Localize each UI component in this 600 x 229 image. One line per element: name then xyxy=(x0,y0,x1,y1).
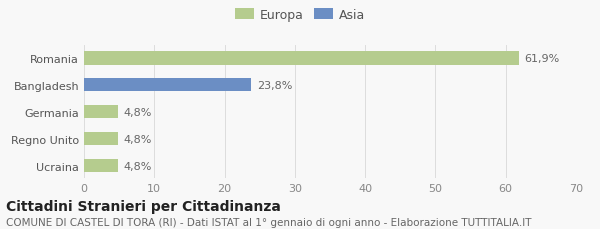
Bar xyxy=(84,132,118,146)
Bar xyxy=(84,79,251,92)
Bar xyxy=(84,159,118,173)
Text: COMUNE DI CASTEL DI TORA (RI) - Dati ISTAT al 1° gennaio di ogni anno - Elaboraz: COMUNE DI CASTEL DI TORA (RI) - Dati IST… xyxy=(6,217,532,227)
Text: 4,8%: 4,8% xyxy=(124,161,152,171)
Legend: Europa, Asia: Europa, Asia xyxy=(232,6,368,24)
Text: 61,9%: 61,9% xyxy=(524,54,560,63)
Bar xyxy=(84,52,519,65)
Bar xyxy=(84,106,118,119)
Text: 4,8%: 4,8% xyxy=(124,107,152,117)
Text: Cittadini Stranieri per Cittadinanza: Cittadini Stranieri per Cittadinanza xyxy=(6,199,281,213)
Text: 23,8%: 23,8% xyxy=(257,80,292,90)
Text: 4,8%: 4,8% xyxy=(124,134,152,144)
